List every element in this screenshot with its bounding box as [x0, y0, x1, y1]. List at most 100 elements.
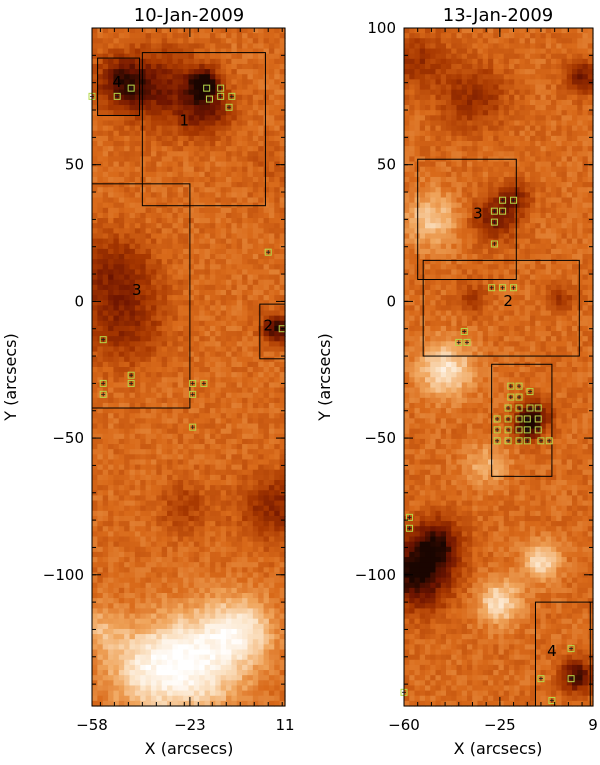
heatmap-cell — [274, 562, 281, 568]
heatmap-cell — [124, 218, 131, 224]
heatmap-cell — [156, 289, 163, 296]
heatmap-cell — [150, 161, 157, 168]
heatmap-cell — [572, 38, 578, 45]
heatmap-cell — [113, 454, 120, 461]
heatmap-cell — [209, 146, 216, 152]
heatmap-cell — [215, 464, 222, 471]
heatmap-cell — [231, 171, 238, 178]
heatmap-cell — [274, 670, 281, 676]
heatmap-cell — [274, 593, 281, 599]
heatmap-cell — [226, 654, 232, 661]
heatmap-cell — [92, 608, 98, 615]
heatmap-cell — [188, 680, 195, 687]
heatmap-cell — [274, 341, 281, 348]
heatmap-cell — [172, 135, 179, 142]
heatmap-cell — [134, 192, 141, 199]
heatmap-cell — [167, 254, 174, 260]
heatmap-cell — [204, 402, 211, 409]
heatmap-cell — [97, 212, 104, 219]
heatmap-cell — [220, 628, 227, 635]
heatmap-cell — [220, 521, 227, 527]
heatmap-cell — [183, 156, 190, 163]
heatmap-cell — [108, 402, 115, 409]
heatmap-cell — [161, 269, 168, 276]
heatmap-cell — [140, 613, 147, 620]
heatmap-cell — [274, 438, 281, 445]
heatmap-cell — [150, 449, 157, 455]
heatmap-cell — [183, 166, 190, 173]
heatmap-cell — [145, 510, 152, 517]
heatmap-cell — [199, 593, 206, 599]
heatmap-cell — [220, 218, 227, 224]
heatmap-cell — [156, 223, 163, 229]
heatmap-cell — [172, 454, 179, 461]
heatmap-cell — [456, 28, 463, 34]
heatmap-cell — [188, 74, 195, 80]
heatmap-cell — [274, 551, 281, 558]
heatmap-cell — [188, 495, 195, 502]
heatmap-cell — [279, 562, 286, 568]
heatmap-cell — [220, 675, 227, 681]
heatmap-cell — [279, 351, 286, 358]
heatmap-cell — [252, 284, 259, 291]
heatmap-cell — [177, 289, 184, 296]
heatmap-cell — [263, 295, 270, 301]
heatmap-cell — [97, 33, 104, 39]
heatmap-cell — [268, 156, 275, 163]
heatmap-cell — [124, 284, 131, 291]
heatmap-cell — [124, 156, 131, 163]
heatmap-cell — [167, 264, 174, 271]
heatmap-cell — [247, 515, 254, 522]
heatmap-cell — [209, 238, 216, 245]
heatmap-cell — [215, 310, 222, 317]
heatmap-cell — [183, 634, 190, 640]
heatmap-cell — [145, 551, 152, 558]
heatmap-cell — [134, 634, 141, 640]
heatmap-cell — [279, 33, 286, 39]
heatmap-cell — [199, 156, 206, 163]
heatmap-cell — [183, 536, 190, 543]
heatmap-cell — [124, 182, 131, 188]
heatmap-cell — [231, 212, 238, 219]
heatmap-cell — [268, 485, 275, 491]
heatmap-cell — [102, 603, 109, 610]
heatmap-cell — [220, 182, 227, 188]
heatmap-cell — [204, 207, 211, 214]
heatmap-cell — [92, 99, 98, 106]
heatmap-cell — [172, 603, 179, 610]
heatmap-cell — [150, 490, 157, 497]
heatmap-cell — [204, 243, 211, 250]
heatmap-cell — [108, 685, 115, 692]
heatmap-cell — [177, 690, 184, 697]
heatmap-cell — [167, 105, 174, 111]
heatmap-cell — [129, 63, 136, 70]
heatmap-cell — [220, 346, 227, 353]
heatmap-cell — [252, 156, 259, 163]
heatmap-cell — [161, 53, 168, 60]
heatmap-cell — [118, 105, 125, 111]
heatmap-cell — [183, 346, 190, 353]
heatmap-cell — [118, 644, 125, 651]
heatmap-cell — [231, 99, 238, 106]
heatmap-cell — [274, 176, 281, 183]
heatmap-cell — [231, 587, 238, 594]
heatmap-cell — [193, 500, 200, 507]
heatmap-cell — [124, 58, 131, 65]
heatmap-cell — [118, 562, 125, 568]
heatmap-cell — [97, 459, 104, 466]
heatmap-cell — [231, 284, 238, 291]
heatmap-cell — [129, 700, 136, 707]
heatmap-cell — [263, 536, 270, 543]
heatmap-cell — [145, 212, 152, 219]
heatmap-cell — [124, 495, 131, 502]
heatmap-cell — [242, 675, 249, 681]
heatmap-cell — [183, 115, 190, 122]
heatmap-cell — [193, 218, 200, 224]
heatmap-cell — [188, 325, 195, 332]
heatmap-cell — [156, 521, 163, 527]
heatmap-cell — [92, 423, 98, 430]
heatmap-cell — [226, 192, 232, 199]
heatmap-cell — [258, 634, 265, 640]
heatmap-cell — [252, 408, 259, 414]
heatmap-cell — [183, 120, 190, 127]
